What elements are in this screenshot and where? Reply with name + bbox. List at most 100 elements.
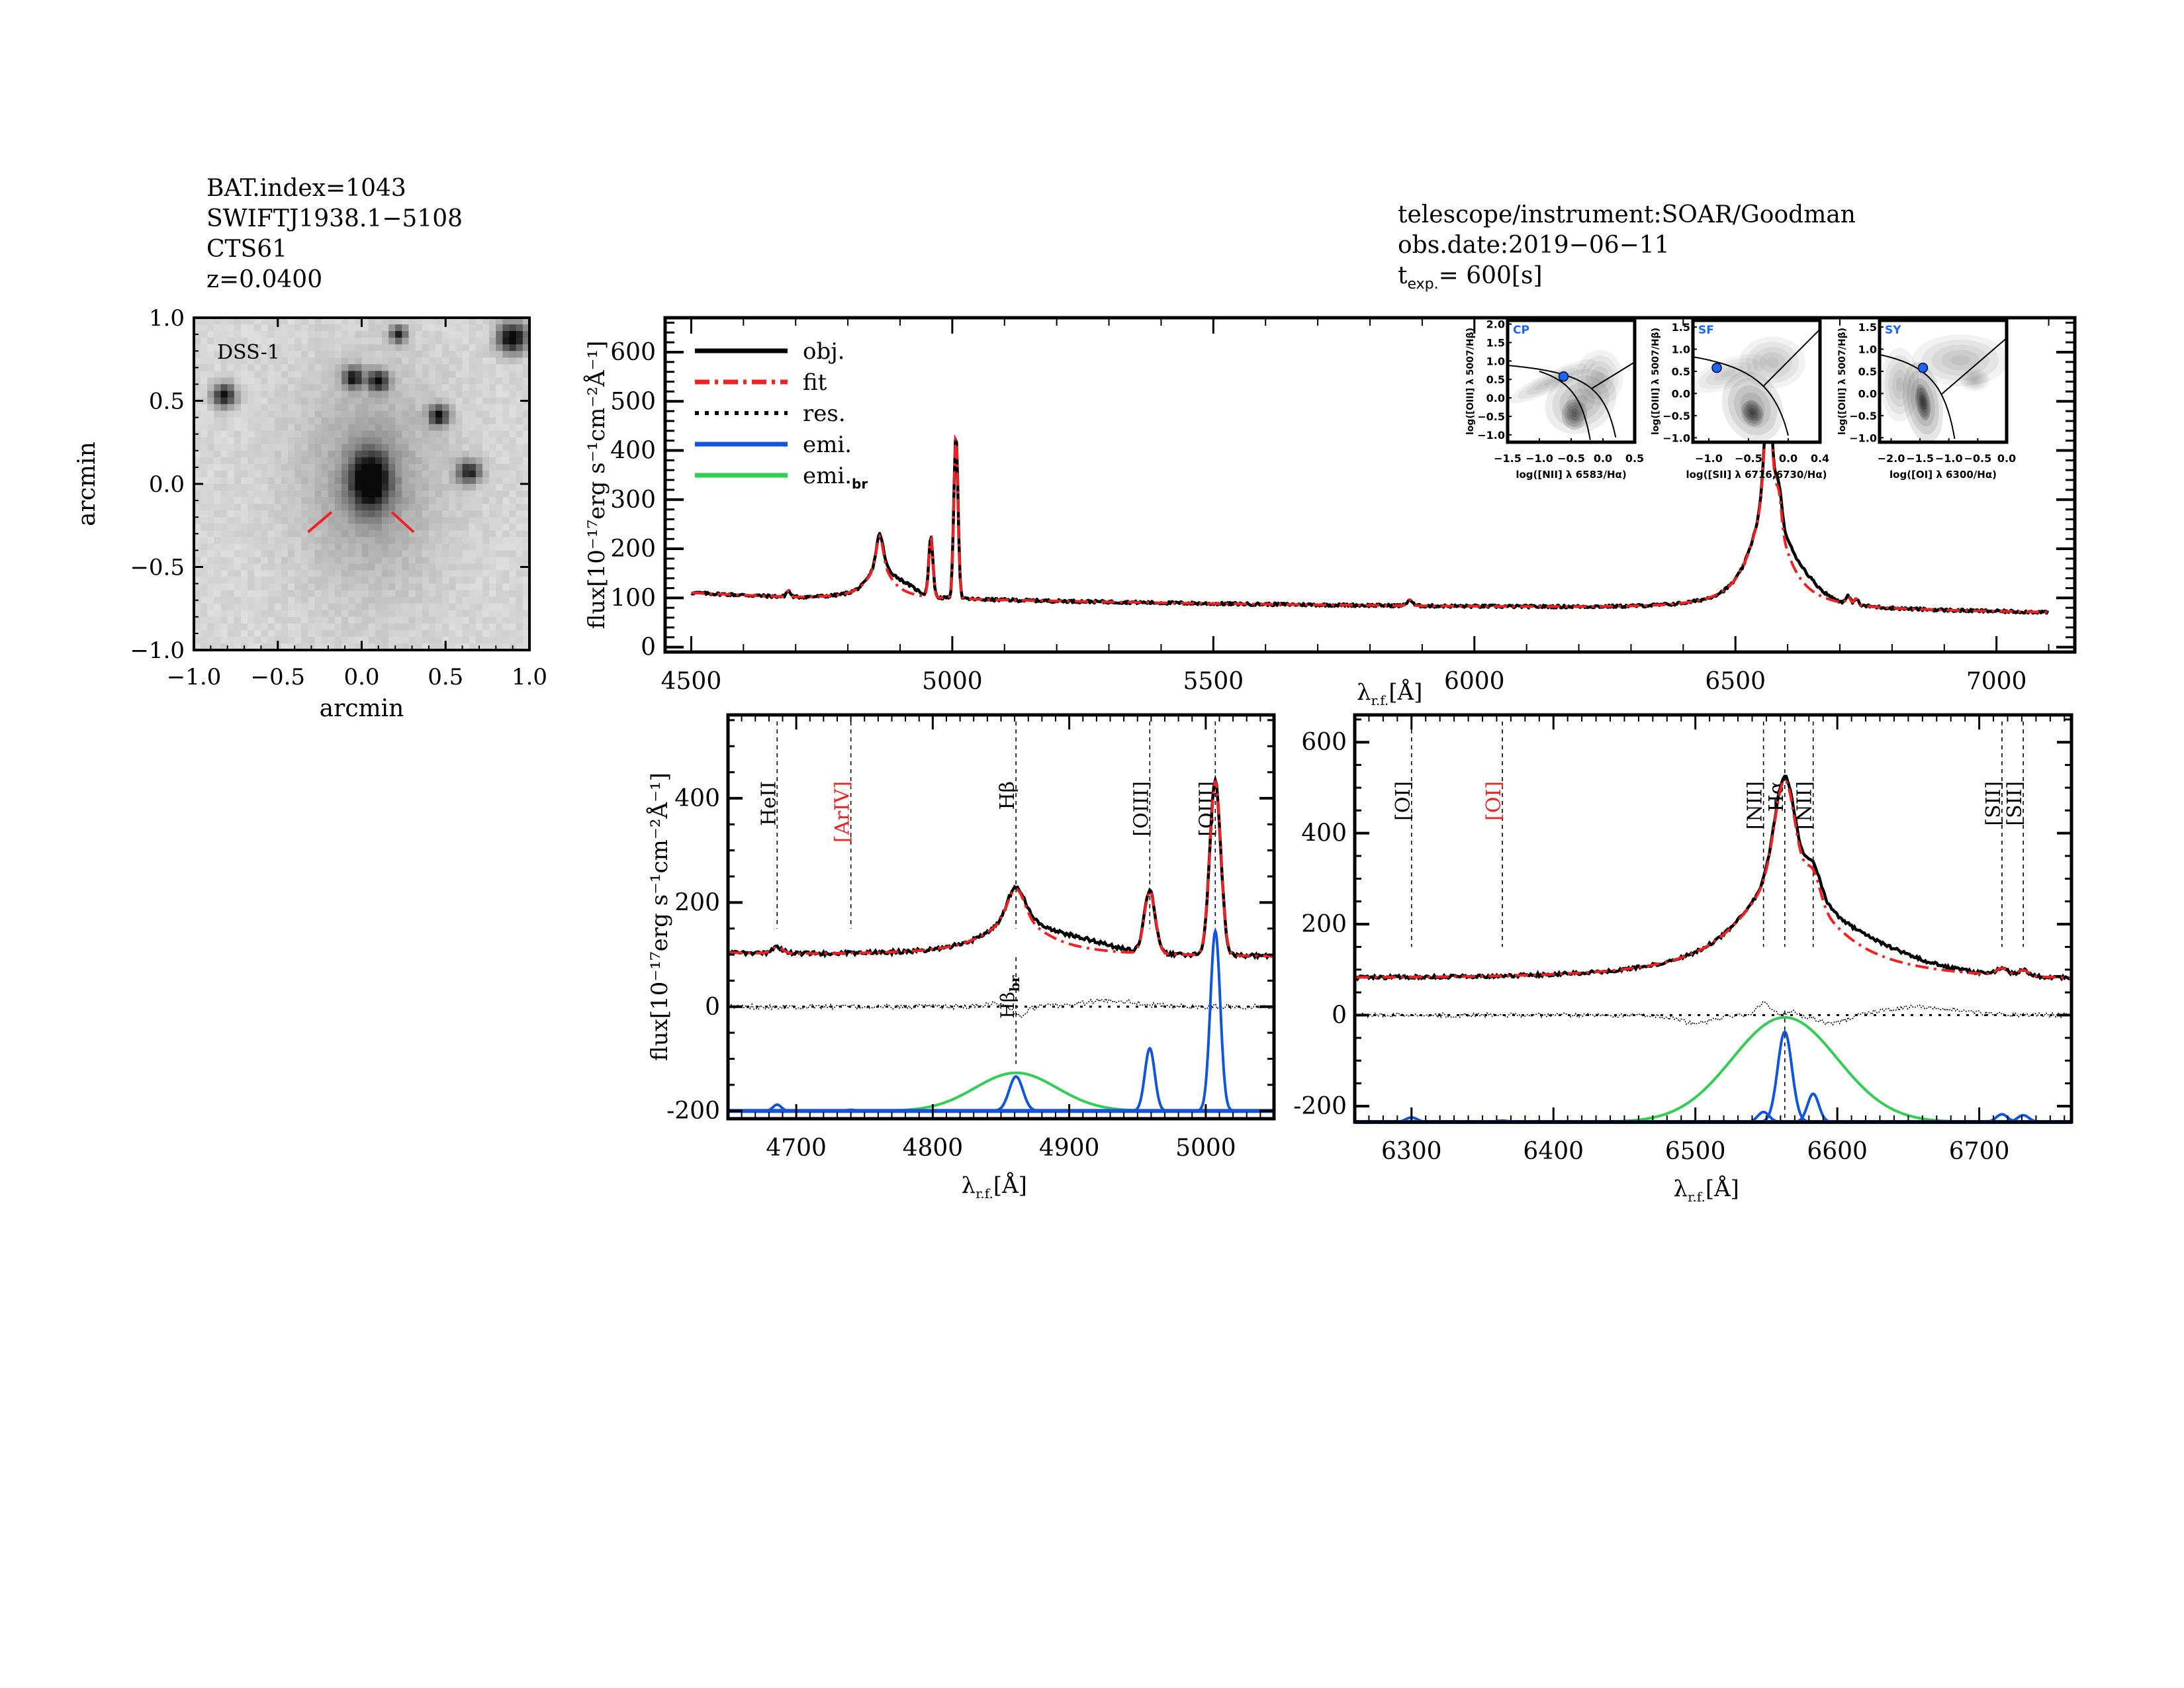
dss-pixel — [428, 484, 436, 491]
dss-pixel — [422, 450, 430, 458]
dss-pixel — [308, 404, 316, 412]
dss-pixel — [201, 344, 208, 352]
dss-pixel — [496, 477, 504, 485]
dss-pixel — [314, 596, 322, 604]
dss-pixel — [522, 596, 530, 604]
dss-pixel — [462, 517, 470, 524]
dss-pixel — [194, 391, 201, 399]
dss-pixel — [402, 324, 410, 332]
dss-pixel — [415, 590, 423, 598]
dss-pixel — [408, 410, 416, 418]
y-tick-label: 0.5 — [1672, 365, 1690, 378]
dss-pixel — [449, 318, 457, 325]
dss-pixel — [395, 324, 402, 332]
dss-pixel — [301, 517, 308, 524]
y-tick-label: 300 — [610, 487, 656, 514]
dss-pixel — [254, 537, 261, 544]
dss-pixel — [475, 616, 483, 624]
dss-pixel — [341, 603, 349, 611]
dss-pixel — [220, 570, 228, 578]
dss-pixel — [482, 357, 490, 365]
dss-pixel — [207, 504, 215, 511]
dss-pixel — [334, 537, 342, 544]
dss-pixel — [462, 497, 470, 504]
dss-pixel — [287, 357, 295, 365]
dss-pixel — [341, 630, 349, 637]
dss-pixel — [435, 590, 443, 598]
dss-pixel — [261, 470, 269, 478]
dss-pixel — [334, 517, 342, 524]
dss-pixel — [261, 491, 269, 498]
dss-pixel — [355, 377, 363, 385]
dss-pixel — [274, 404, 282, 412]
dss-pixel — [281, 430, 289, 438]
dss-pixel — [214, 477, 222, 485]
dss-pixel — [509, 424, 517, 432]
dss-pixel — [496, 338, 504, 345]
dss-pixel — [361, 324, 369, 332]
dss-pixel — [274, 530, 282, 538]
dss-pixel — [321, 610, 329, 618]
dss-pixel — [449, 477, 457, 485]
dss-pixel — [361, 603, 369, 611]
dss-pixel — [509, 391, 517, 399]
dss-pixel — [314, 610, 322, 618]
dss-pixel — [422, 377, 430, 385]
bpt-density-contour — [1921, 399, 1925, 406]
dss-pixel — [214, 484, 222, 491]
dss-pixel — [455, 603, 463, 611]
dss-pixel — [281, 510, 289, 518]
dss-pixel — [442, 563, 449, 571]
object-marker — [1711, 362, 1722, 373]
dss-pixel — [295, 504, 302, 511]
dss-pixel — [435, 524, 443, 531]
y-tick-label: 1.0 — [1858, 343, 1877, 355]
dss-pixel — [462, 344, 470, 352]
dss-pixel — [496, 510, 504, 518]
y-tick-label: 2.0 — [1486, 318, 1505, 331]
dss-pixel — [248, 417, 255, 425]
dss-pixel — [308, 636, 316, 644]
dss-pixel — [381, 351, 389, 358]
dss-pixel — [240, 364, 248, 371]
dss-pixel — [422, 351, 430, 358]
kauffmann-curve — [1539, 371, 1591, 440]
dss-pixel — [227, 430, 235, 438]
dss-pixel — [314, 630, 322, 637]
dss-pixel — [334, 563, 342, 571]
dss-pixel — [321, 504, 329, 511]
dss-pixel — [489, 524, 496, 531]
dss-pixel — [442, 450, 449, 458]
dss-pixel — [254, 557, 261, 565]
dss-pixel — [415, 437, 423, 445]
dss-pixel — [408, 484, 416, 491]
dss-pixel — [281, 517, 289, 524]
dss-pixel — [261, 630, 269, 637]
dss-pixel — [227, 623, 235, 631]
dss-pixel — [502, 491, 510, 498]
dss-pixel — [509, 590, 517, 598]
dss-pixel — [408, 636, 416, 644]
x-tick-label: −0.5 — [1735, 452, 1762, 465]
dss-pixel — [415, 543, 423, 551]
dss-pixel — [341, 537, 349, 544]
dss-pixel — [455, 364, 463, 371]
dss-pixel — [274, 470, 282, 478]
dss-pixel — [462, 424, 470, 432]
dss-pixel — [361, 596, 369, 604]
dss-pixel — [355, 391, 363, 399]
dss-pixel — [355, 450, 363, 458]
dss-pixel — [449, 497, 457, 504]
dss-pixel — [267, 437, 275, 445]
dss-pixel — [402, 444, 410, 451]
dss-pixel — [428, 524, 436, 531]
dss-pixel — [334, 550, 342, 558]
dss-pixel — [361, 537, 369, 544]
dss-pixel — [361, 377, 369, 385]
bpt-cp: CP−1.5 −1.0 −0.5 0.0 0.5−1.0−0.50.00.51.01.5… — [1465, 318, 1644, 481]
dss-pixel — [207, 596, 215, 604]
dss-pixel — [375, 636, 383, 644]
dss-pixel — [496, 450, 504, 458]
dss-pixel — [408, 377, 416, 385]
dss-pixel — [449, 543, 457, 551]
